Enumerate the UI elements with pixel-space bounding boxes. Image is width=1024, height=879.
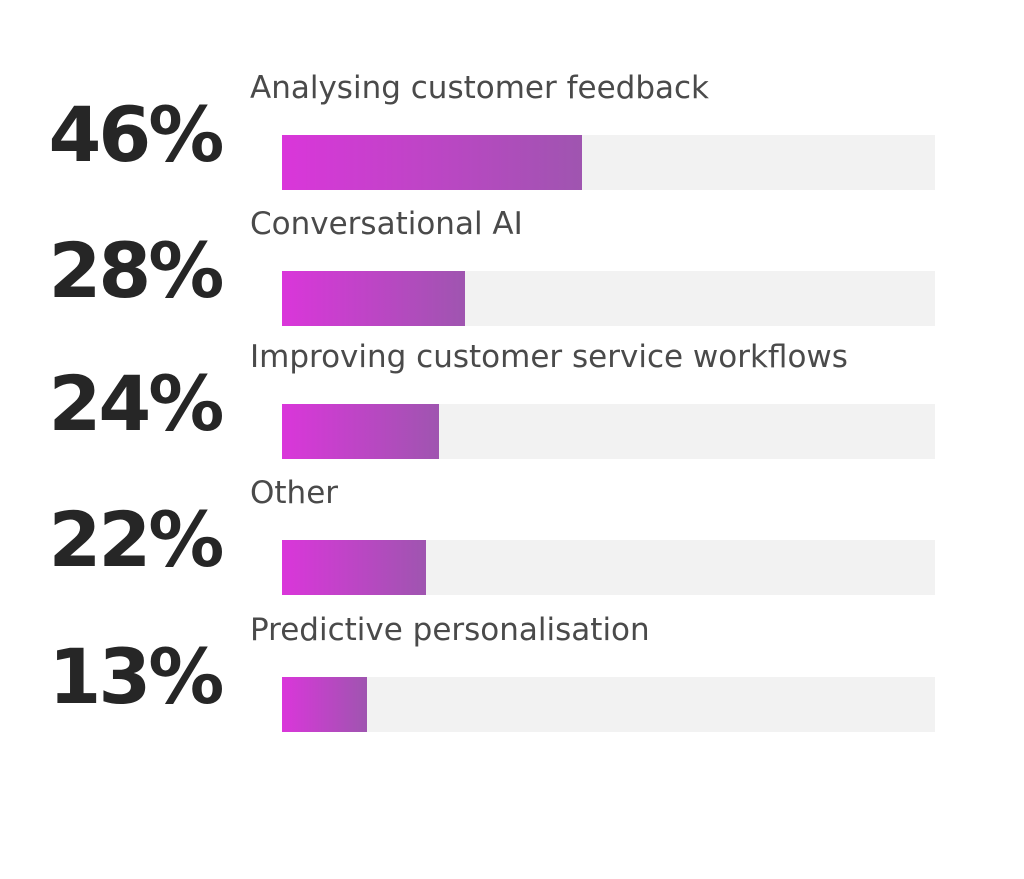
bar-row: 22% Other: [0, 478, 1024, 614]
value-label: 24%: [48, 359, 225, 448]
value-label: 22%: [48, 495, 225, 584]
bar-fill: [282, 677, 367, 732]
value-label: 13%: [48, 632, 225, 721]
category-label: Improving customer service workflows: [250, 339, 848, 375]
bar-fill: [282, 271, 465, 326]
bar-row: 46% Analysing customer feedback: [0, 73, 1024, 209]
bar-fill: [282, 404, 439, 459]
bar-track: [282, 271, 935, 326]
bar-track: [282, 404, 935, 459]
category-label: Predictive personalisation: [250, 612, 650, 648]
bar-row: 24% Improving customer service workflows: [0, 342, 1024, 478]
value-label: 28%: [48, 226, 225, 315]
category-label: Conversational AI: [250, 206, 523, 242]
bar-track: [282, 135, 935, 190]
value-label: 46%: [48, 90, 225, 179]
bar-row: 13% Predictive personalisation: [0, 615, 1024, 751]
bar-fill: [282, 135, 583, 190]
category-label: Analysing customer feedback: [250, 70, 709, 106]
bar-track: [282, 540, 935, 595]
bar-row: 28% Conversational AI: [0, 209, 1024, 345]
category-label: Other: [250, 475, 339, 511]
bar-fill: [282, 540, 426, 595]
bar-track: [282, 677, 935, 732]
